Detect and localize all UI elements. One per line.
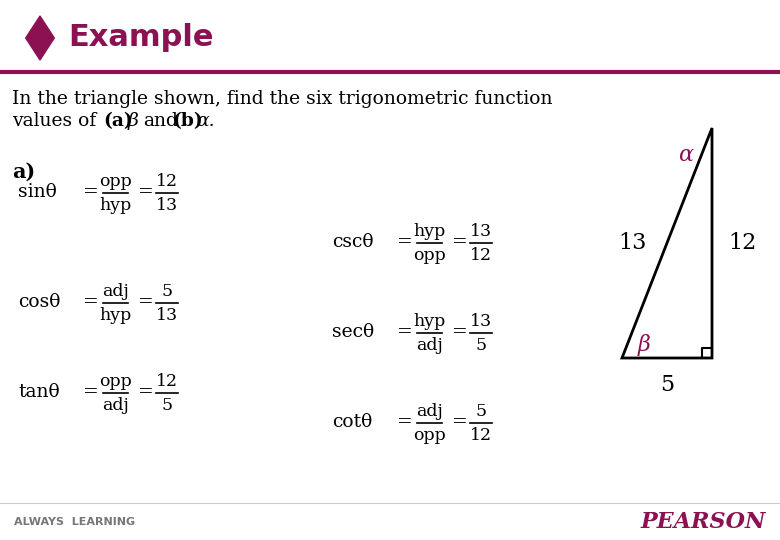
Text: =: =	[452, 323, 468, 341]
Text: 12: 12	[728, 232, 757, 254]
Text: 5: 5	[161, 282, 172, 300]
Text: (a): (a)	[103, 112, 133, 130]
Text: 12: 12	[470, 246, 492, 264]
Text: opp: opp	[99, 172, 132, 190]
Text: =: =	[138, 183, 154, 201]
Text: hyp: hyp	[413, 222, 445, 240]
Text: opp: opp	[413, 246, 446, 264]
Polygon shape	[26, 16, 55, 60]
Text: adj: adj	[102, 282, 129, 300]
Text: and: and	[143, 112, 178, 130]
Text: 5: 5	[660, 374, 674, 396]
Text: β: β	[637, 334, 651, 356]
Text: =: =	[452, 413, 468, 431]
Text: opp: opp	[99, 373, 132, 389]
Text: opp: opp	[413, 427, 446, 443]
Text: β: β	[128, 112, 139, 130]
Text: =: =	[138, 293, 154, 311]
Text: adj: adj	[416, 402, 443, 420]
Text: adj: adj	[102, 396, 129, 414]
Text: =: =	[83, 383, 99, 401]
Text: 5: 5	[161, 396, 172, 414]
Text: cscθ: cscθ	[332, 233, 374, 251]
Text: =: =	[138, 383, 154, 401]
Text: 12: 12	[156, 172, 178, 190]
Text: α.: α.	[196, 112, 215, 130]
Text: cotθ: cotθ	[332, 413, 372, 431]
Text: 13: 13	[156, 197, 178, 213]
Text: =: =	[397, 413, 413, 431]
Text: =: =	[397, 323, 413, 341]
Text: adj: adj	[416, 336, 443, 354]
Text: 13: 13	[470, 313, 492, 329]
Text: In the triangle shown, find the six trigonometric function: In the triangle shown, find the six trig…	[12, 90, 552, 108]
Text: Example: Example	[68, 23, 214, 51]
Text: hyp: hyp	[99, 307, 132, 323]
Text: =: =	[83, 293, 99, 311]
Text: (b): (b)	[172, 112, 203, 130]
Text: sinθ: sinθ	[18, 183, 57, 201]
Text: 13: 13	[470, 222, 492, 240]
Text: =: =	[452, 233, 468, 251]
Text: 12: 12	[156, 373, 178, 389]
Text: hyp: hyp	[413, 313, 445, 329]
Text: hyp: hyp	[99, 197, 132, 213]
Text: cosθ: cosθ	[18, 293, 61, 311]
Text: 12: 12	[470, 427, 492, 443]
Text: PEARSON: PEARSON	[640, 511, 766, 533]
Text: secθ: secθ	[332, 323, 374, 341]
Text: ALWAYS  LEARNING: ALWAYS LEARNING	[14, 517, 135, 527]
Text: values of: values of	[12, 112, 102, 130]
Text: 5: 5	[476, 402, 487, 420]
Text: =: =	[83, 183, 99, 201]
Text: 13: 13	[156, 307, 178, 323]
Text: tanθ: tanθ	[18, 383, 60, 401]
Text: =: =	[397, 233, 413, 251]
Text: a): a)	[12, 162, 35, 182]
Text: 5: 5	[476, 336, 487, 354]
Text: 13: 13	[619, 232, 647, 254]
Text: α: α	[679, 144, 693, 166]
